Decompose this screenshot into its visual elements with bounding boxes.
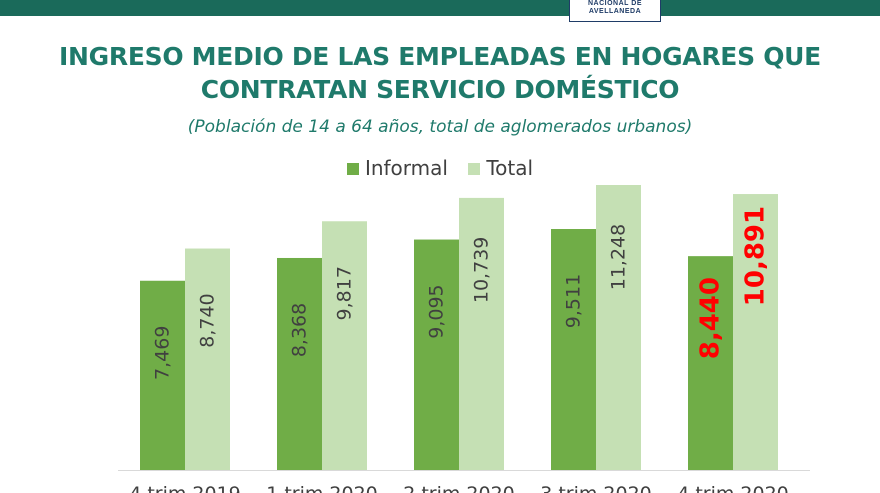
bar-total-1 (185, 248, 230, 470)
chart-title-line2: CONTRATAN SERVICIO DOMÉSTICO (200, 75, 680, 104)
chart-title: INGRESO MEDIO DE LAS EMPLEADAS EN HOGARE… (0, 40, 880, 106)
bar-total-3 (459, 197, 504, 470)
data-label-informal-1: 7,469 (152, 326, 174, 380)
bar-total-2 (322, 221, 367, 470)
logo-text-line2: AVELLANEDA (588, 8, 642, 15)
bar-informal-1 (140, 280, 185, 470)
bar-total-4 (596, 185, 641, 470)
legend-label-informal: Informal (364, 156, 448, 180)
x-tick-label-4: 3 trim 2020 (540, 483, 652, 493)
legend-item-total: Total (468, 156, 533, 180)
data-label-informal-4: 9,511 (563, 274, 585, 328)
data-label-total-1: 8,740 (197, 293, 219, 347)
data-label-total-5: 10,891 (741, 206, 771, 306)
chart-subtitle: (Población de 14 a 64 años, total de agl… (187, 117, 693, 137)
bar-informal-2 (277, 257, 322, 470)
bar-informal-4 (551, 229, 596, 470)
chart-title-line1: INGRESO MEDIO DE LAS EMPLEADAS EN HOGARE… (59, 42, 821, 71)
x-tick-label-3: 2 trim 2020 (403, 483, 515, 493)
legend-swatch-total (468, 163, 481, 175)
data-label-informal-5: 8,440 (696, 277, 726, 359)
data-label-informal-2: 8,368 (289, 303, 311, 357)
legend-swatch-informal (346, 163, 359, 175)
data-label-total-3: 10,739 (471, 237, 493, 303)
university-logo: NACIONAL DE AVELLANEDA (569, 0, 661, 22)
bar-informal-3 (414, 239, 459, 470)
x-tick-label-2: 1 trim 2020 (266, 483, 378, 493)
bar-informal-5 (688, 256, 733, 470)
x-tick-label-1: 4 trim 2019 (129, 483, 241, 493)
x-tick-label-5: 4 trim 2020 (677, 483, 789, 493)
legend-label-total: Total (486, 156, 534, 180)
chart-legend: Informal Total (0, 156, 880, 180)
data-label-informal-3: 9,095 (426, 284, 448, 338)
data-label-total-2: 9,817 (334, 266, 356, 320)
legend-item-informal: Informal (346, 156, 448, 180)
data-label-total-4: 11,248 (608, 224, 630, 290)
logo-text-line1: NACIONAL DE (588, 0, 642, 7)
bar-total-5 (733, 194, 778, 471)
